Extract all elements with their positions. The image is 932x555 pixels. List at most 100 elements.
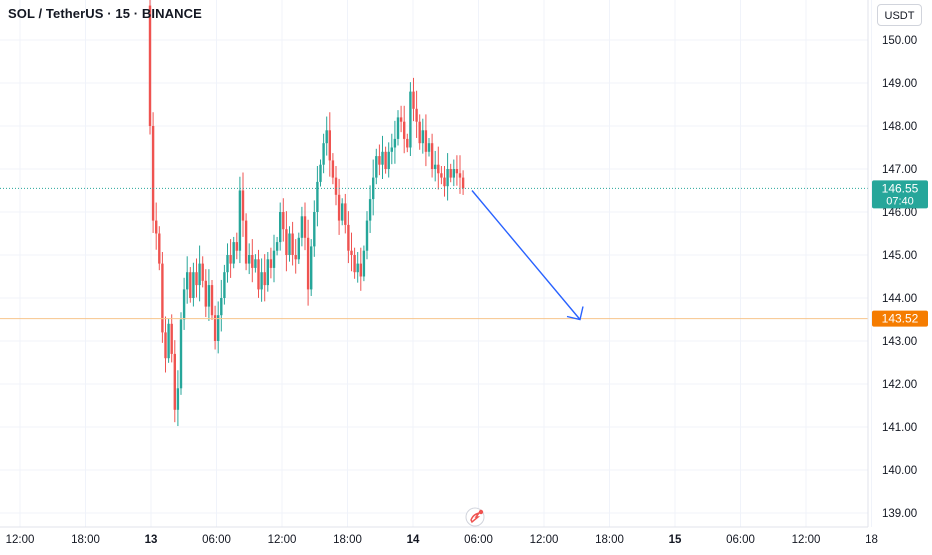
candle-body [170, 323, 173, 354]
candle-body [179, 319, 183, 389]
forecast-arrow-shaft[interactable] [471, 190, 581, 320]
time-tick-label: 14 [407, 534, 420, 546]
candle-body [396, 117, 400, 139]
candle-body [440, 173, 443, 178]
time-tick-label: 13 [145, 534, 158, 546]
candle-body [337, 194, 341, 221]
candle-body [164, 332, 167, 359]
time-tick-label: 18:00 [595, 534, 624, 546]
candle-body [192, 272, 195, 298]
candle-body [279, 212, 282, 243]
price-tick-label: 144.00 [882, 293, 917, 305]
candle-body [409, 91, 412, 148]
candle-body [378, 156, 381, 165]
candle-body [449, 169, 452, 178]
candle-body [393, 138, 397, 148]
candle-body [269, 259, 273, 268]
price-tick-label: 139.00 [882, 508, 917, 520]
candle-body [266, 259, 269, 286]
candle-body [306, 237, 310, 290]
time-tick-label: 12:00 [792, 534, 821, 546]
tradingview-logo-icon[interactable] [465, 507, 485, 527]
candle-body [310, 246, 313, 290]
candle-body [226, 255, 229, 273]
candle-body [344, 203, 347, 225]
candle-body [415, 108, 418, 122]
candle-body [328, 130, 331, 161]
candle-body [148, 5, 152, 127]
time-tick-label: 06:00 [202, 534, 231, 546]
candle-body [359, 263, 362, 277]
time-tick-label: 18 [865, 534, 878, 546]
target-level-badge [872, 310, 928, 327]
forecast-arrow-head[interactable] [566, 306, 584, 321]
candle-body [322, 143, 325, 165]
time-tick-label: 18:00 [333, 534, 362, 546]
candle-body [207, 285, 211, 307]
candle-body [241, 190, 245, 221]
candle-body [387, 151, 390, 169]
time-tick-label: 12:00 [6, 534, 35, 546]
candle-body [368, 199, 372, 221]
grid-lines [0, 0, 872, 527]
candle-body [430, 143, 434, 169]
candle-body [443, 177, 446, 187]
price-tick-label: 142.00 [882, 379, 917, 391]
candle-body [319, 164, 322, 182]
last-price-label: 146.55 [882, 181, 919, 195]
candle-body [204, 280, 207, 307]
symbol-title: SOL / TetherUS · 15 · BINANCE [8, 6, 202, 21]
candle-body [195, 272, 198, 286]
price-tick-label: 147.00 [882, 164, 917, 176]
candle-body [350, 250, 353, 255]
candle-body [331, 160, 335, 178]
candle-body [334, 177, 338, 195]
candle-body [288, 233, 291, 255]
candle-body [285, 229, 288, 255]
candle-body [418, 121, 421, 144]
price-axis[interactable]: 150.00 149.00 148.00 147.00 146.00 145.00 144.… [882, 35, 917, 520]
price-levels [0, 187, 868, 320]
candle-body [248, 255, 251, 264]
candle-body [434, 164, 437, 169]
time-tick-label: 12:00 [268, 534, 297, 546]
candle-body [186, 272, 189, 290]
candle-body [313, 212, 316, 247]
candle-body [213, 315, 217, 341]
candle-body [155, 220, 158, 234]
target-level-label: 143.52 [882, 312, 919, 326]
candle-body [362, 250, 366, 277]
candle-body [161, 263, 164, 333]
candle-body [365, 220, 369, 251]
candle-body [151, 126, 155, 221]
candle-body [455, 169, 459, 174]
currency-button[interactable]: USDT [877, 4, 922, 26]
candle-body [316, 181, 319, 212]
candle-body [341, 203, 344, 221]
forecast-arrow[interactable] [471, 190, 584, 321]
price-tick-label: 146.00 [882, 207, 917, 219]
countdown-label: 07:40 [886, 195, 914, 207]
candle-body [297, 237, 300, 260]
price-tick-label: 145.00 [882, 250, 917, 262]
time-axis[interactable]: 12:00 18:00 13 06:00 12:00 18:00 14 06:00 12:00 1… [6, 534, 878, 546]
candle-body [220, 298, 223, 316]
candle-body [254, 259, 257, 268]
candle-body [182, 289, 186, 320]
candle-body [452, 169, 455, 178]
candle-body [356, 263, 359, 273]
price-tick-label: 149.00 [882, 78, 917, 90]
time-tick-label: 15 [669, 534, 682, 546]
candle-body [173, 353, 176, 410]
time-tick-label: 12:00 [530, 534, 559, 546]
last-price-badge [872, 180, 928, 209]
candle-body [353, 255, 356, 273]
candle-body [300, 216, 304, 238]
candle-body [198, 263, 201, 286]
candle-body [372, 177, 375, 200]
candle-body [167, 323, 170, 359]
candle-body [427, 143, 431, 152]
